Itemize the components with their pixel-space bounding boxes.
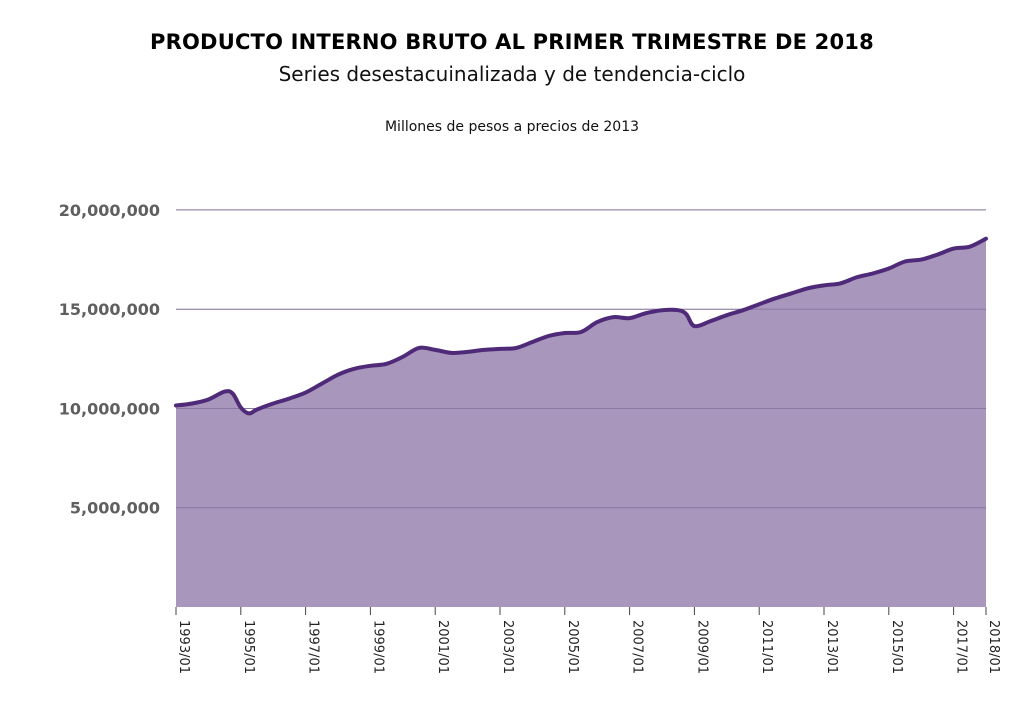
area-fill	[176, 238, 986, 607]
x-tick-label: 2011/01	[759, 620, 774, 674]
x-tick-label: 2018/01	[986, 620, 1001, 674]
x-tick-label: 2015/01	[889, 620, 904, 674]
x-tick-label: 2009/01	[694, 620, 709, 674]
grid-lines-overlay	[176, 209, 986, 509]
chart-title: PRODUCTO INTERNO BRUTO AL PRIMER TRIMEST…	[150, 30, 874, 54]
y-tick-label: 5,000,000	[70, 499, 160, 518]
x-tick-label: 1997/01	[306, 620, 321, 674]
trend-line	[174, 236, 988, 416]
x-axis-ticks: 1993/01 1995/01 1997/01 1999/01 2001/01 2003/…	[175, 607, 1001, 674]
y-tick-label: 20,000,000	[59, 201, 160, 220]
x-tick-label: 2005/01	[565, 620, 580, 674]
chart-units: Millones de pesos a precios de 2013	[384, 119, 640, 135]
x-tick-label: 1999/01	[370, 620, 385, 674]
x-tick-label: 2013/01	[824, 620, 839, 674]
x-tick-label: 2001/01	[435, 620, 450, 674]
x-tick-label: 2017/01	[954, 620, 969, 674]
chart-subtitle: Series desestacuinalizada y de tendencia…	[278, 62, 746, 86]
y-tick-label: 15,000,000	[59, 300, 160, 319]
y-tick-label: 10,000,000	[59, 399, 160, 418]
x-tick-label: 2007/01	[630, 620, 645, 674]
x-tick-label: 1993/01	[176, 620, 191, 674]
x-tick-label: 2003/01	[500, 620, 515, 674]
y-axis-ticks: 5,000,000 10,000,000 15,000,000 20,000,000	[59, 201, 160, 518]
x-tick-label: 1995/01	[241, 620, 256, 674]
